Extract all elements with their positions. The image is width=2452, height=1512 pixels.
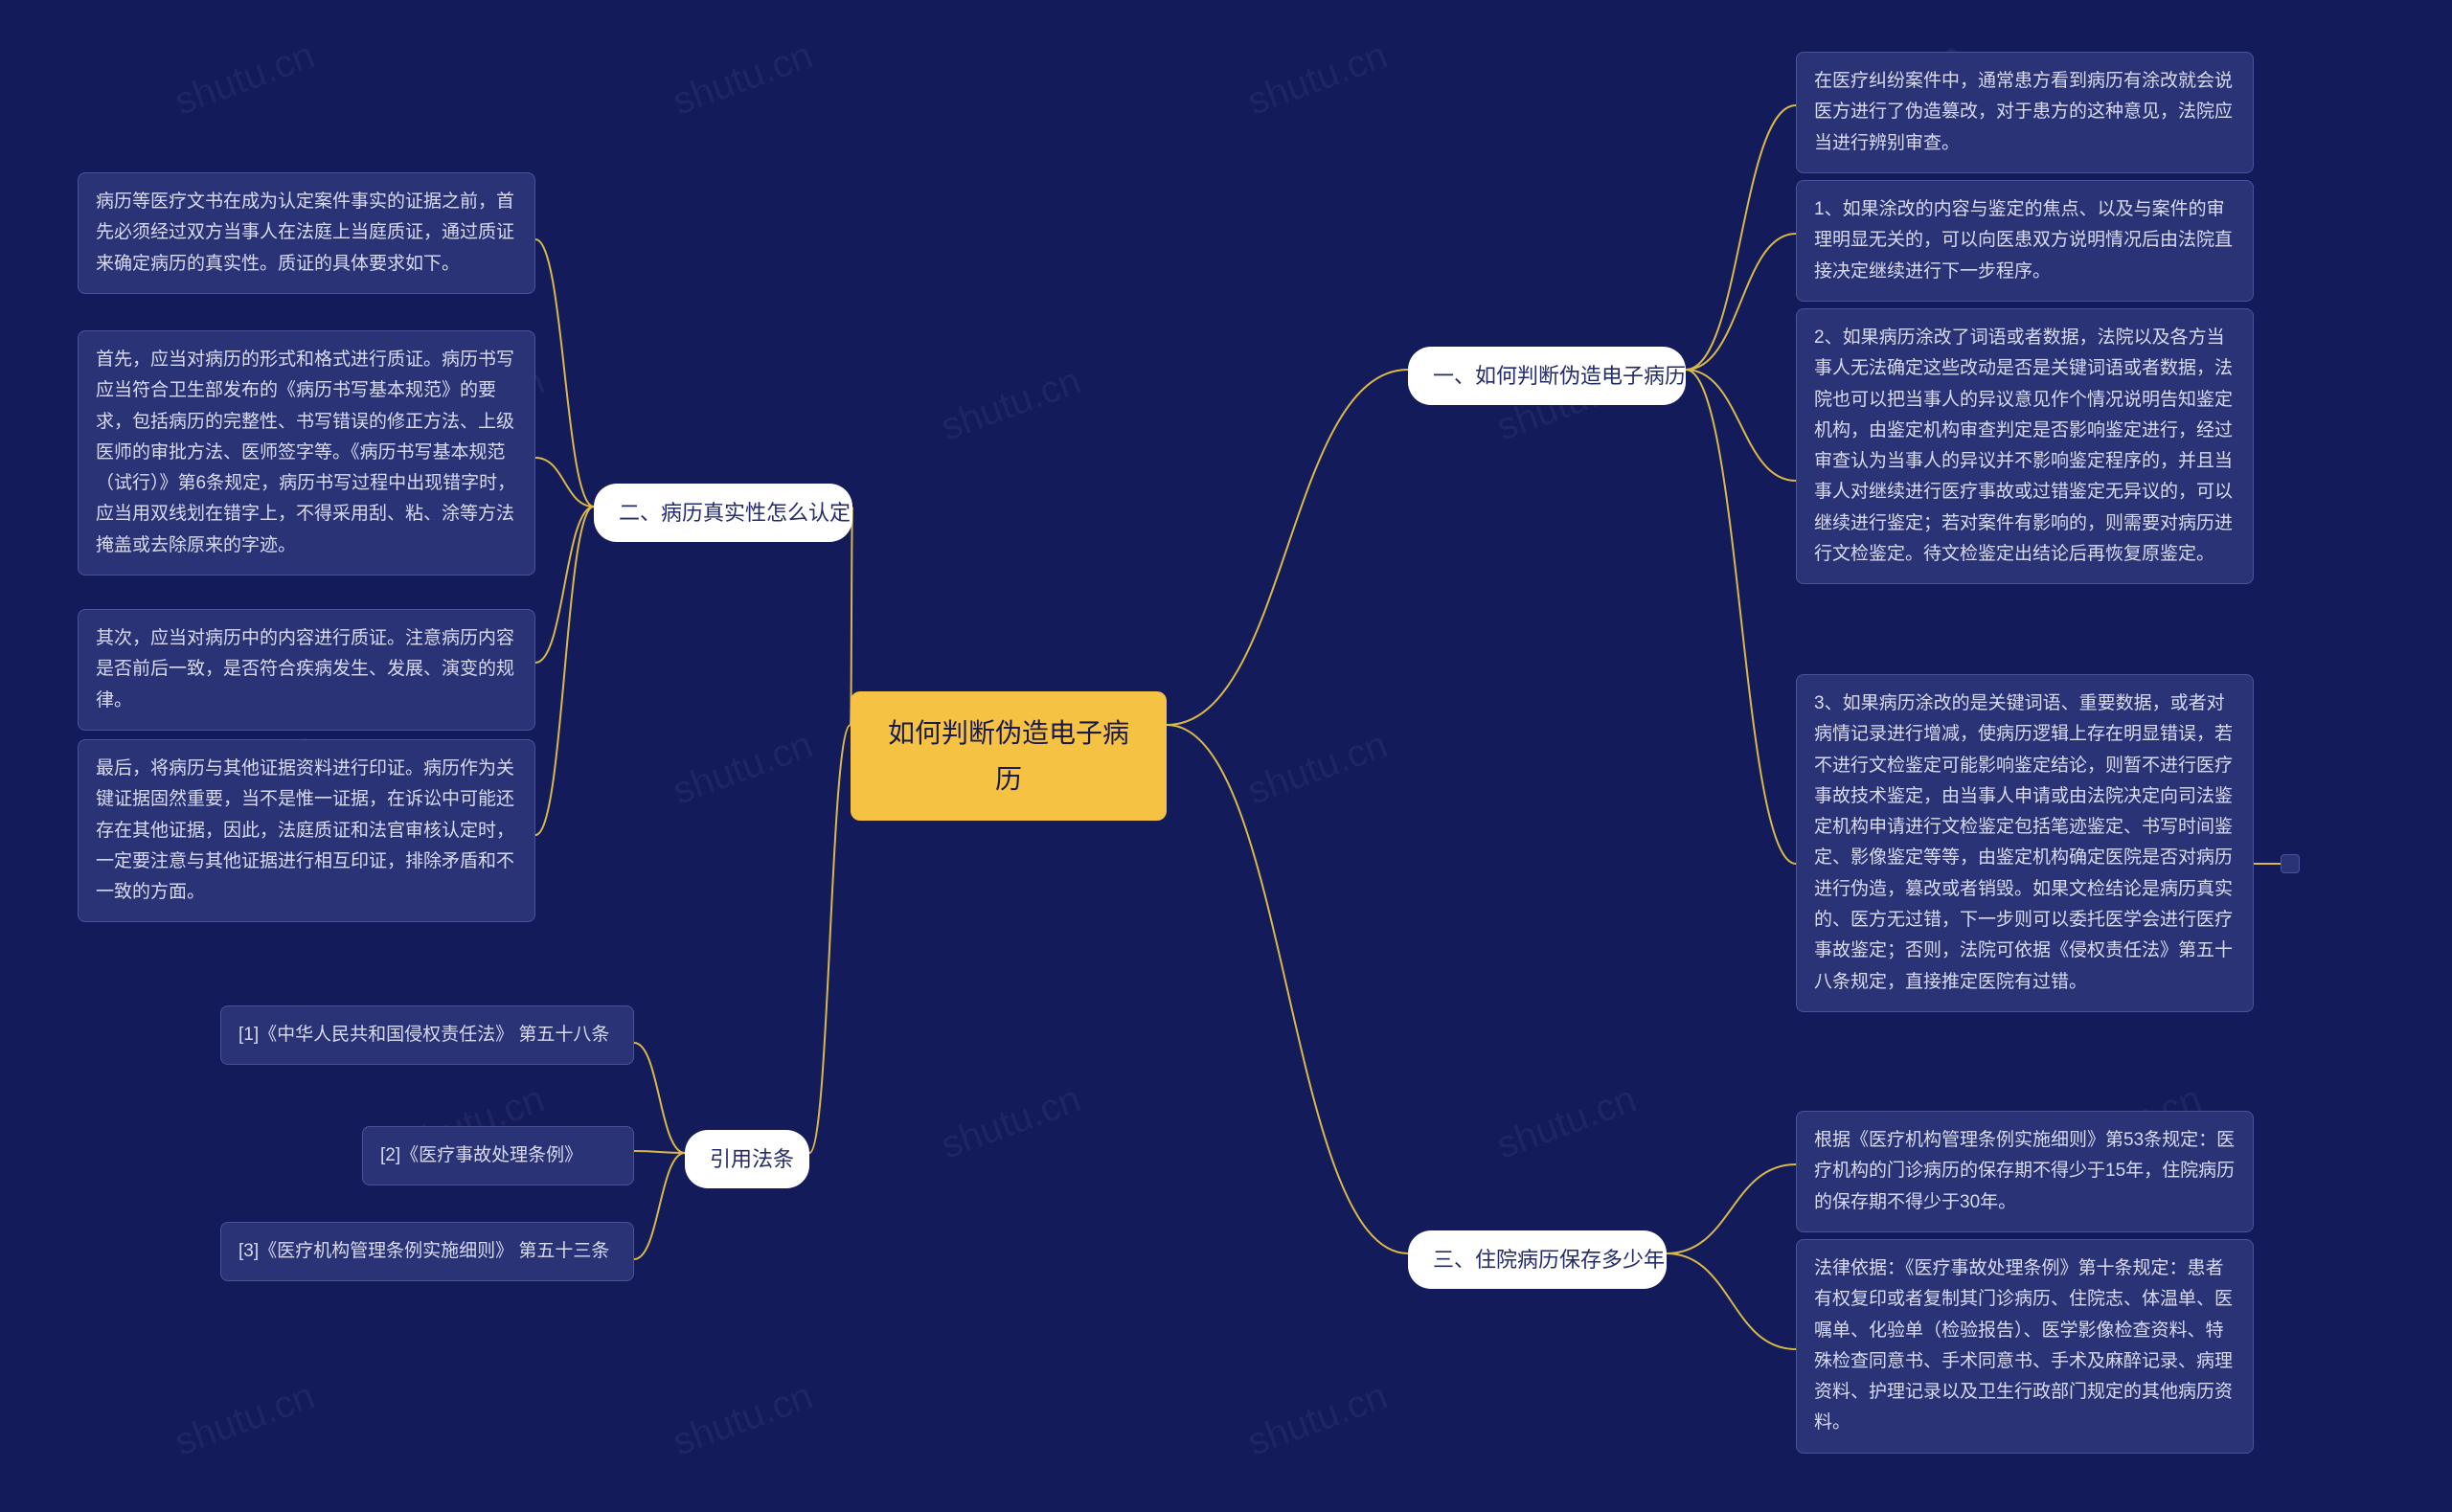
connector (634, 1153, 685, 1259)
leaf-node-b4-0: [1]《中华人民共和国侵权责任法》 第五十八条 (220, 1005, 634, 1065)
leaf-node-b2-1: 首先，应当对病历的形式和格式进行质证。病历书写应当符合卫生部发布的《病历书写基本… (78, 330, 535, 575)
leaf-node-b3-0: 根据《医疗机构管理条例实施细则》第53条规定：医疗机构的门诊病历的保存期不得少于… (1796, 1111, 2254, 1232)
watermark: shutu.cn (170, 34, 320, 124)
watermark: shutu.cn (668, 1374, 818, 1464)
connector (535, 507, 594, 835)
mindmap-canvas: shutu.cn shutu.cn shutu.cn shutu.cn shutu.cn… (0, 0, 2452, 1512)
watermark: shutu.cn (936, 1077, 1086, 1167)
watermark: shutu.cn (1242, 723, 1393, 813)
connector (634, 1043, 685, 1153)
connector (535, 507, 594, 663)
connector (535, 458, 594, 507)
connector (1167, 370, 1408, 725)
root-node: 如何判断伪造电子病历 (851, 691, 1167, 821)
connector (1667, 1164, 1796, 1253)
connector (1686, 370, 1796, 864)
leaf-node-b1-2: 2、如果病历涂改了词语或者数据，法院以及各方当事人无法确定这些改动是否是关键词语… (1796, 308, 2254, 584)
watermark: shutu.cn (936, 359, 1086, 449)
leaf-node-b1-3: 3、如果病历涂改的是关键词语、重要数据，或者对病情记录进行增减，使病历逻辑上存在… (1796, 674, 2254, 1012)
watermark: shutu.cn (1491, 1077, 1642, 1167)
watermark: shutu.cn (668, 34, 818, 124)
leaf-node-b2-2: 其次，应当对病历中的内容进行质证。注意病历内容是否前后一致，是否符合疾病发生、发… (78, 609, 535, 731)
connector (1686, 370, 1796, 481)
connector (1686, 105, 1796, 370)
connector (1667, 1253, 1796, 1349)
connector (1167, 725, 1408, 1253)
branch-node-b3: 三、住院病历保存多少年 (1408, 1230, 1667, 1289)
watermark: shutu.cn (1242, 1374, 1393, 1464)
branch-node-b1: 一、如何判断伪造电子病历 (1408, 347, 1686, 405)
leaf-node-b1-0: 在医疗纠纷案件中，通常患方看到病历有涂改就会说医方进行了伪造篡改，对于患方的这种… (1796, 52, 2254, 173)
watermark: shutu.cn (1242, 34, 1393, 124)
connector (1686, 234, 1796, 370)
branch-node-b4: 引用法条 (685, 1130, 809, 1188)
connector (535, 239, 594, 507)
leaf-node-b4-2: [3]《医疗机构管理条例实施细则》 第五十三条 (220, 1222, 634, 1281)
watermark: shutu.cn (668, 723, 818, 813)
connector (809, 725, 851, 1153)
leaf-node-b2-0: 病历等医疗文书在成为认定案件事实的证据之前，首先必须经过双方当事人在法庭上当庭质… (78, 172, 535, 294)
leaf-node-b4-1: [2]《医疗事故处理条例》 (362, 1126, 634, 1185)
leaf-node-b3-1: 法律依据：《医疗事故处理条例》第十条规定：患者有权复印或者复制其门诊病历、住院志… (1796, 1239, 2254, 1454)
leaf-node-b2-3: 最后，将病历与其他证据资料进行印证。病历作为关键证据固然重要，当不是惟一证据，在… (78, 739, 535, 922)
branch-node-b2: 二、病历真实性怎么认定 (594, 484, 852, 542)
connector (851, 507, 852, 725)
connector (634, 1151, 685, 1153)
watermark: shutu.cn (170, 1374, 320, 1464)
leaf-node-b1-1: 1、如果涂改的内容与鉴定的焦点、以及与案件的审理明显无关的，可以向医患双方说明情… (1796, 180, 2254, 302)
terminal-marker (2281, 854, 2300, 873)
